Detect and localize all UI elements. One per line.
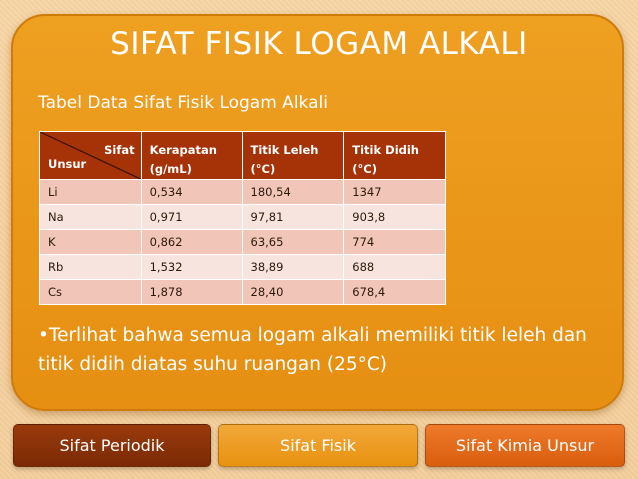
table-row: Rb 1,532 38,89 688 bbox=[39, 254, 446, 280]
slide-title: SIFAT FISIK LOGAM ALKALI bbox=[110, 26, 528, 62]
header-kerapatan: Kerapatan (g/mL) bbox=[140, 131, 243, 180]
cell-density: 1,878 bbox=[140, 279, 243, 305]
corner-label-unsur: Unsur bbox=[48, 157, 87, 171]
cell-element: Li bbox=[39, 179, 142, 205]
cell-melting-point: 38,89 bbox=[241, 254, 345, 280]
cell-melting-point: 63,65 bbox=[241, 229, 345, 255]
cell-density: 0,862 bbox=[140, 229, 243, 255]
cell-density: 0,971 bbox=[140, 204, 243, 230]
nav-tab-sifat-kimia-unsur[interactable]: Sifat Kimia Unsur bbox=[425, 424, 625, 467]
cell-density: 0,534 bbox=[140, 179, 243, 205]
header-titik-leleh: Titik Leleh (°C) bbox=[241, 131, 345, 180]
cell-element: K bbox=[39, 229, 142, 255]
diagonal-line bbox=[40, 132, 141, 179]
table-row: Li 0,534 180,54 1347 bbox=[39, 179, 446, 205]
cell-melting-point: 28,40 bbox=[241, 279, 345, 305]
nav-tab-sifat-fisik[interactable]: Sifat Fisik bbox=[218, 424, 418, 467]
bullet-text: •Terlihat bahwa semua logam alkali memil… bbox=[38, 325, 587, 375]
table-row: Na 0,971 97,81 903,8 bbox=[39, 204, 446, 230]
corner-label-sifat: Sifat bbox=[104, 143, 135, 157]
cell-density: 1,532 bbox=[140, 254, 243, 280]
cell-boiling-point: 774 bbox=[343, 229, 446, 255]
alkali-properties-table: Sifat Unsur Kerapatan (g/mL) Titik Leleh… bbox=[39, 131, 446, 305]
cell-boiling-point: 903,8 bbox=[343, 204, 446, 230]
corner-header-cell: Sifat Unsur bbox=[39, 131, 142, 180]
table-caption: Tabel Data Sifat Fisik Logam Alkali bbox=[38, 93, 328, 113]
cell-boiling-point: 1347 bbox=[343, 179, 446, 205]
cell-melting-point: 180,54 bbox=[241, 179, 345, 205]
cell-element: Cs bbox=[39, 279, 142, 305]
table-header-row: Sifat Unsur Kerapatan (g/mL) Titik Leleh… bbox=[39, 131, 446, 180]
nav-tab-sifat-periodik[interactable]: Sifat Periodik bbox=[13, 424, 211, 467]
cell-boiling-point: 678,4 bbox=[343, 279, 446, 305]
cell-element: Rb bbox=[39, 254, 142, 280]
cell-element: Na bbox=[39, 204, 142, 230]
table-row: Cs 1,878 28,40 678,4 bbox=[39, 279, 446, 305]
cell-boiling-point: 688 bbox=[343, 254, 446, 280]
cell-melting-point: 97,81 bbox=[241, 204, 345, 230]
header-titik-didih: Titik Didih (°C) bbox=[343, 131, 446, 180]
table-row: K 0,862 63,65 774 bbox=[39, 229, 446, 255]
